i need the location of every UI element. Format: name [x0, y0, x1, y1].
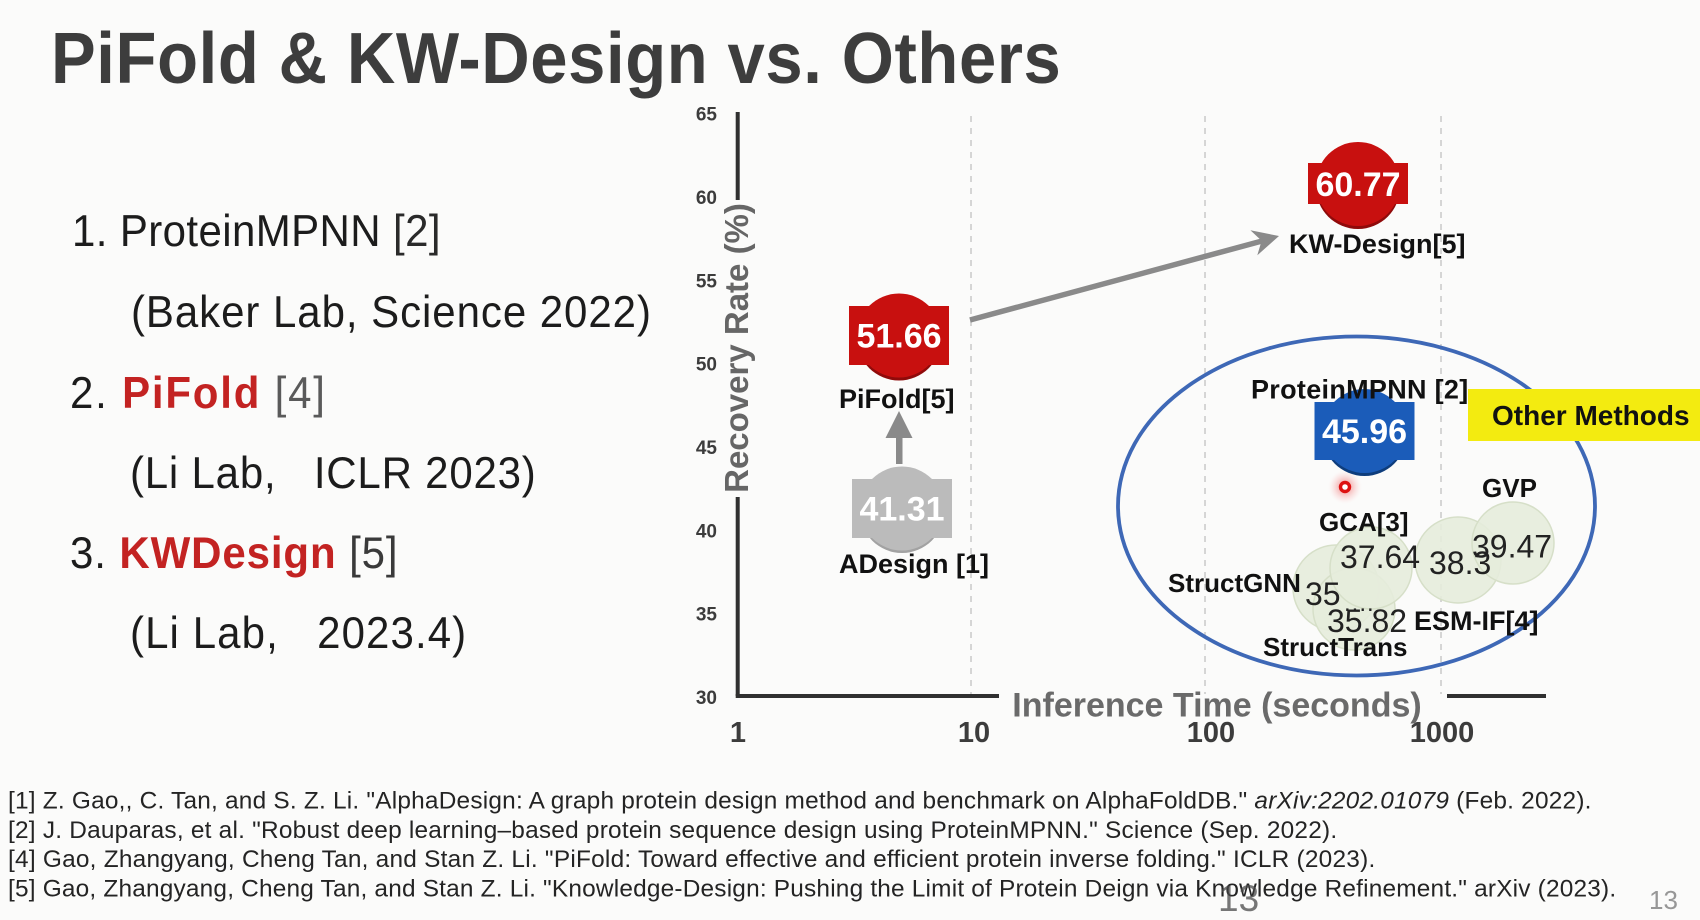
svg-text:38.3: 38.3 [1429, 545, 1491, 581]
svg-text:51.66: 51.66 [856, 318, 941, 356]
svg-text:[1] Z. Gao,, C. Tan, and S. Z.: [1] Z. Gao,, C. Tan, and S. Z. Li. "Alph… [8, 788, 1592, 815]
svg-text:Inference Time (seconds): Inference Time (seconds) [1012, 687, 1421, 725]
svg-text:[4] Gao, Zhangyang, Cheng Tan,: [4] Gao, Zhangyang, Cheng Tan, and Stan … [8, 846, 1375, 873]
svg-text:(Baker Lab, Science 2022): (Baker Lab, Science 2022) [131, 288, 652, 337]
svg-text:GVP: GVP [1482, 473, 1537, 503]
svg-text:ESM-IF[4]: ESM-IF[4] [1414, 606, 1539, 636]
svg-text:45: 45 [696, 438, 718, 459]
svg-text:....: .... [1344, 590, 1375, 617]
svg-text:37.64: 37.64 [1340, 539, 1420, 575]
svg-text:13: 13 [1649, 885, 1678, 915]
svg-text:KW-Design[5]: KW-Design[5] [1289, 229, 1465, 259]
svg-text:PiFold[5]: PiFold[5] [839, 384, 955, 414]
svg-text:PiFold & KW-Design vs. Others: PiFold & KW-Design vs. Others [51, 18, 1061, 99]
svg-text:1000: 1000 [1410, 717, 1475, 749]
svg-text:1. ProteinMPNN [2]: 1. ProteinMPNN [2] [72, 207, 441, 256]
svg-text:ProteinMPNN [2]: ProteinMPNN [2] [1251, 375, 1469, 405]
svg-text:41.31: 41.31 [859, 491, 944, 529]
svg-text:10: 10 [958, 717, 990, 749]
svg-text:65: 65 [696, 105, 718, 126]
svg-text:100: 100 [1187, 717, 1235, 749]
svg-text:60: 60 [696, 188, 717, 209]
svg-text:1: 1 [730, 717, 746, 749]
svg-text:[5] Gao, Zhangyang, Cheng Tan,: [5] Gao, Zhangyang, Cheng Tan, and Stan … [8, 875, 1616, 902]
svg-text:40: 40 [696, 521, 717, 542]
svg-text:Recovery Rate (%): Recovery Rate (%) [718, 203, 755, 493]
svg-text:35: 35 [696, 605, 718, 626]
svg-text:35.82: 35.82 [1327, 603, 1407, 639]
svg-text:55: 55 [696, 271, 718, 292]
svg-text:3. KWDesign [5]: 3. KWDesign [5] [70, 529, 398, 578]
svg-text:(Li Lab, ICLR 2023): (Li Lab, ICLR 2023) [130, 449, 537, 498]
svg-text:StructTrans: StructTrans [1263, 632, 1408, 662]
svg-text:35: 35 [1305, 576, 1341, 612]
svg-text:60.77: 60.77 [1315, 166, 1400, 204]
svg-text:2. PiFold [4]: 2. PiFold [4] [70, 369, 327, 418]
svg-text:ADesign [1]: ADesign [1] [839, 549, 989, 579]
svg-text:50: 50 [696, 355, 717, 376]
svg-text:13: 13 [1218, 878, 1259, 919]
svg-text:(Li Lab, 2023.4): (Li Lab, 2023.4) [130, 609, 467, 658]
svg-text:45.96: 45.96 [1322, 413, 1407, 451]
svg-text:Other Methods: Other Methods [1492, 400, 1690, 431]
svg-text:GCA[3]: GCA[3] [1319, 507, 1409, 537]
svg-text:39.47: 39.47 [1472, 529, 1552, 565]
svg-text:StructGNN: StructGNN [1168, 568, 1301, 598]
svg-text:30: 30 [696, 688, 717, 709]
svg-text:[2] J. Dauparas, et al. "Robus: [2] J. Dauparas, et al. "Robust deep lea… [8, 817, 1337, 844]
